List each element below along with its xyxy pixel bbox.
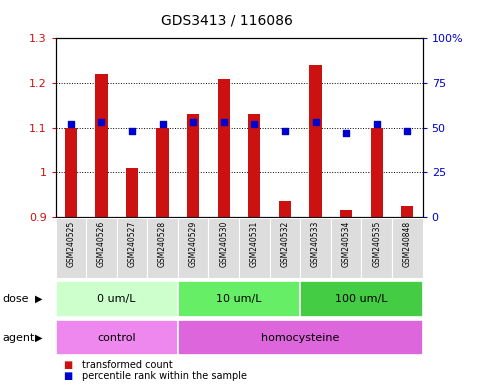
Bar [156, 127, 169, 217]
Text: agent: agent [2, 333, 35, 343]
Bar [300, 281, 423, 317]
Text: 100 um/L: 100 um/L [335, 294, 388, 304]
Bar [370, 127, 383, 217]
Point [220, 119, 227, 126]
Point [189, 119, 197, 126]
Text: ▶: ▶ [35, 294, 43, 304]
Text: ■: ■ [63, 371, 72, 381]
Bar [279, 201, 291, 217]
Point [159, 121, 167, 127]
Point [67, 121, 75, 127]
Bar [270, 218, 300, 278]
Text: GSM240526: GSM240526 [97, 221, 106, 267]
Text: control: control [98, 333, 136, 343]
Text: 0 um/L: 0 um/L [98, 294, 136, 304]
Point [251, 121, 258, 127]
Point [128, 128, 136, 134]
Text: 10 um/L: 10 um/L [216, 294, 262, 304]
Bar [178, 218, 209, 278]
Bar [56, 281, 178, 317]
Bar [392, 218, 423, 278]
Point [342, 130, 350, 136]
Text: GDS3413 / 116086: GDS3413 / 116086 [161, 13, 293, 27]
Point [98, 119, 105, 126]
Text: dose: dose [2, 294, 29, 304]
Bar [56, 320, 178, 355]
Bar [56, 218, 86, 278]
Text: ▶: ▶ [35, 333, 43, 343]
Bar [218, 79, 230, 217]
Text: GSM240535: GSM240535 [372, 221, 381, 267]
Bar [126, 168, 138, 217]
Bar [147, 218, 178, 278]
Bar [65, 127, 77, 217]
Bar [361, 218, 392, 278]
Point [403, 128, 411, 134]
Text: GSM240525: GSM240525 [66, 221, 75, 267]
Point [281, 128, 289, 134]
Bar [187, 114, 199, 217]
Bar [300, 218, 331, 278]
Bar [331, 218, 361, 278]
Bar [401, 206, 413, 217]
Bar [178, 281, 300, 317]
Bar [340, 210, 352, 217]
Bar [95, 74, 108, 217]
Text: GSM240532: GSM240532 [281, 221, 289, 267]
Text: transformed count: transformed count [82, 360, 173, 370]
Text: GSM240529: GSM240529 [189, 221, 198, 267]
Point [373, 121, 381, 127]
Text: GSM240531: GSM240531 [250, 221, 259, 267]
Bar [310, 65, 322, 217]
Text: GSM240527: GSM240527 [128, 221, 137, 267]
Text: GSM240848: GSM240848 [403, 221, 412, 267]
Bar [117, 218, 147, 278]
Text: GSM240528: GSM240528 [158, 221, 167, 267]
Text: GSM240530: GSM240530 [219, 221, 228, 267]
Text: homocysteine: homocysteine [261, 333, 340, 343]
Bar [239, 218, 270, 278]
Bar [248, 114, 260, 217]
Point [312, 119, 319, 126]
Bar [86, 218, 117, 278]
Text: GSM240533: GSM240533 [311, 221, 320, 267]
Text: GSM240534: GSM240534 [341, 221, 351, 267]
Bar [209, 218, 239, 278]
Text: percentile rank within the sample: percentile rank within the sample [82, 371, 247, 381]
Bar [178, 320, 423, 355]
Text: ■: ■ [63, 360, 72, 370]
